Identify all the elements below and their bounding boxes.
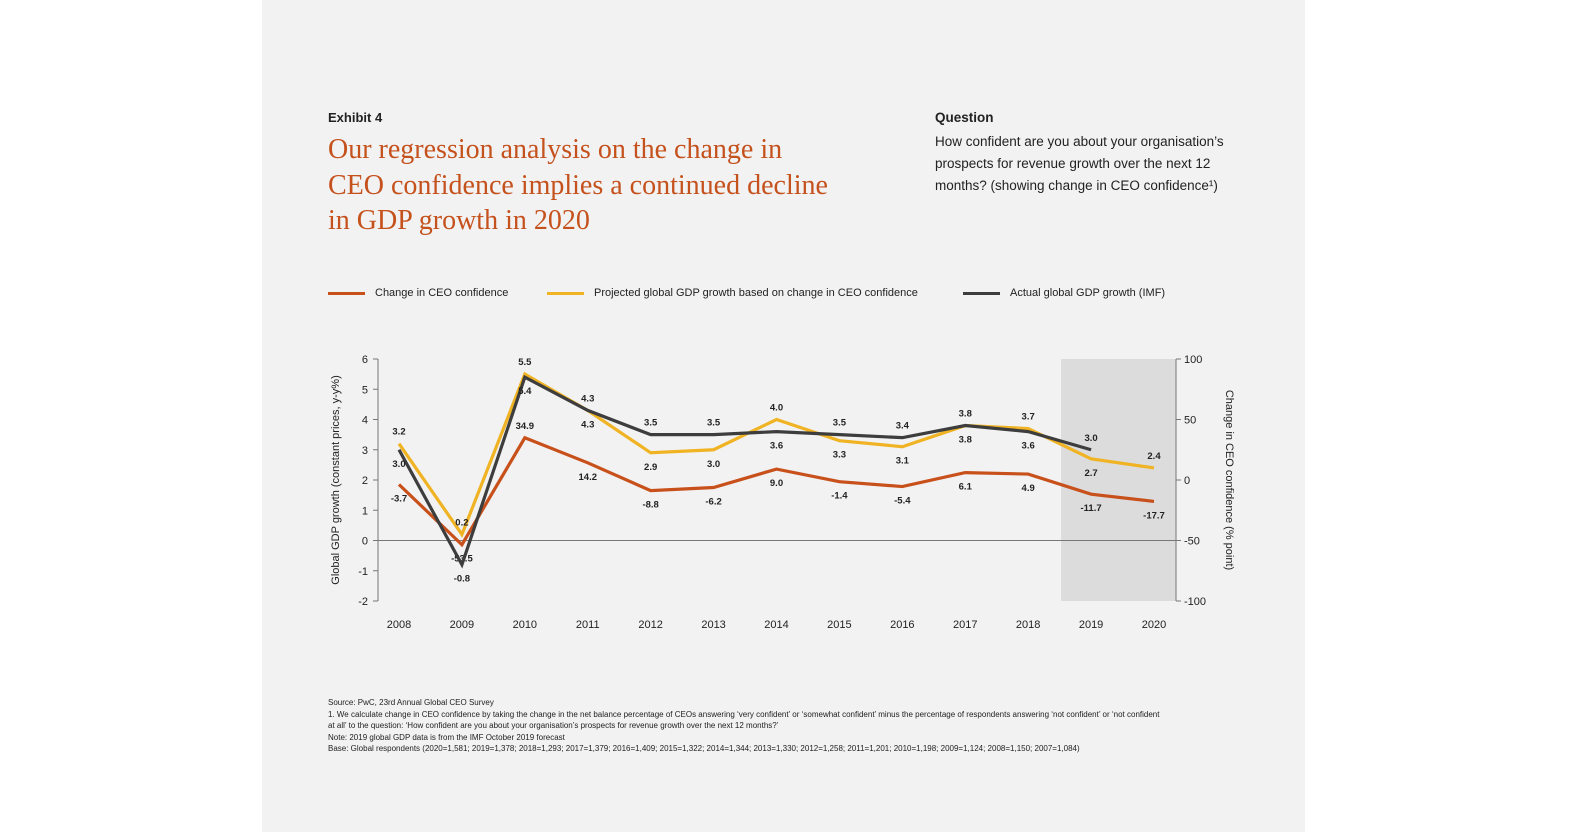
x-tick-label: 2017 bbox=[953, 619, 977, 631]
data-label-ceo: -6.2 bbox=[705, 497, 721, 508]
data-label-actual: 3.0 bbox=[392, 459, 405, 470]
data-label-actual: 4.3 bbox=[581, 393, 594, 404]
page-title: Our regression analysis on the change in… bbox=[328, 134, 828, 236]
data-label-projected: 2.7 bbox=[1084, 468, 1097, 479]
y-axis-title: Global GDP growth (constant prices, y-y%… bbox=[330, 375, 342, 584]
data-label-projected: 2.9 bbox=[644, 462, 657, 473]
data-label-projected: 3.2 bbox=[392, 427, 405, 438]
data-label-ceo: 34.9 bbox=[516, 421, 535, 432]
legend-item-ceo: Change in CEO confidence bbox=[328, 287, 508, 299]
data-label-actual: -0.8 bbox=[454, 574, 470, 585]
x-tick-label: 2015 bbox=[827, 619, 851, 631]
legend-item-projected: Projected global GDP growth based on cha… bbox=[547, 287, 918, 299]
legend-swatch-actual bbox=[963, 291, 1000, 295]
x-tick-label: 2020 bbox=[1142, 619, 1166, 631]
base-note: Base: Global respondents (2020=1,581; 20… bbox=[328, 744, 1080, 753]
y-tick-label: 3 bbox=[362, 445, 368, 457]
x-tick-label: 2011 bbox=[576, 619, 600, 631]
data-label-projected: 5.5 bbox=[518, 357, 532, 368]
data-label-ceo: -1.4 bbox=[831, 491, 848, 502]
series-line-ceo bbox=[397, 435, 1155, 548]
data-label-ceo: 6.1 bbox=[959, 482, 973, 493]
data-label-ceo: 14.2 bbox=[579, 472, 598, 483]
series-line-projected bbox=[397, 371, 1155, 538]
data-label-projected: 3.3 bbox=[833, 450, 846, 461]
data-label-ceo: -11.7 bbox=[1081, 503, 1102, 514]
data-label-actual: 3.4 bbox=[896, 421, 910, 432]
data-label-projected: 4.3 bbox=[581, 419, 594, 430]
y-tick-label: 0 bbox=[362, 536, 368, 548]
data-label-actual: 3.6 bbox=[770, 441, 783, 452]
x-tick-label: 2009 bbox=[450, 619, 474, 631]
y-tick-label: 4 bbox=[362, 415, 368, 427]
data-label-actual: 3.6 bbox=[1022, 441, 1035, 452]
gdp-note: Note: 2019 global GDP data is from the I… bbox=[328, 732, 565, 742]
data-label-projected: 3.7 bbox=[1022, 412, 1035, 423]
y-tick-label: 5 bbox=[362, 384, 368, 396]
data-label-ceo: 4.9 bbox=[1022, 483, 1035, 494]
data-label-actual: 5.4 bbox=[518, 386, 532, 397]
y-tick-label: 6 bbox=[362, 354, 368, 366]
data-label-ceo: -3.7 bbox=[391, 493, 407, 504]
legend-label: Change in CEO confidence bbox=[375, 287, 509, 299]
data-label-actual: 3.5 bbox=[833, 418, 847, 429]
data-label-projected: 3.0 bbox=[707, 459, 720, 470]
data-label-projected: 2.4 bbox=[1147, 451, 1161, 462]
data-label-projected: 3.8 bbox=[959, 435, 972, 446]
legend-label: Projected global GDP growth based on cha… bbox=[594, 287, 918, 299]
y-tick-label: 2 bbox=[362, 475, 368, 487]
x-tick-label: 2013 bbox=[701, 619, 725, 631]
data-label-ceo: -8.8 bbox=[642, 500, 658, 511]
x-tick-label: 2008 bbox=[387, 619, 411, 631]
y2-tick-label: -50 bbox=[1184, 536, 1200, 548]
data-label-ceo: 9.0 bbox=[770, 478, 783, 489]
x-tick-label: 2018 bbox=[1016, 619, 1040, 631]
x-tick-label: 2019 bbox=[1079, 619, 1103, 631]
y2-tick-label: 50 bbox=[1184, 415, 1196, 427]
data-label-projected: 3.1 bbox=[896, 456, 910, 467]
data-label-actual: 3.5 bbox=[707, 418, 721, 429]
y2-tick-label: 0 bbox=[1184, 475, 1190, 487]
data-label-ceo: -5.4 bbox=[894, 496, 911, 507]
y-tick-label: 1 bbox=[362, 505, 368, 517]
exhibit-label: Exhibit 4 bbox=[328, 110, 383, 125]
data-label-ceo: -17.7 bbox=[1143, 510, 1165, 521]
question-text: How confident are you about your organis… bbox=[935, 134, 1224, 193]
footnote-1: 1. We calculate change in CEO confidence… bbox=[328, 709, 1160, 731]
x-tick-label: 2010 bbox=[513, 619, 537, 631]
data-label-projected: 0.2 bbox=[455, 517, 468, 528]
footnotes: Source: PwC, 23rd Annual Global CEO Surv… bbox=[328, 697, 1168, 755]
y-tick-label: -1 bbox=[358, 566, 368, 578]
legend-swatch-projected bbox=[547, 291, 584, 295]
data-label-actual: 3.8 bbox=[959, 409, 972, 420]
x-tick-label: 2016 bbox=[890, 619, 914, 631]
data-label-actual: 3.5 bbox=[644, 418, 658, 429]
data-label-projected: 4.0 bbox=[770, 403, 783, 414]
forecast-band bbox=[1061, 359, 1176, 601]
y2-tick-label: -100 bbox=[1184, 596, 1206, 608]
question-label: Question bbox=[935, 110, 994, 125]
legend-item-actual: Actual global GDP growth (IMF) bbox=[963, 287, 1165, 299]
source-note: Source: PwC, 23rd Annual Global CEO Surv… bbox=[328, 698, 494, 707]
legend-label: Actual global GDP growth (IMF) bbox=[1010, 287, 1166, 299]
x-tick-label: 2012 bbox=[638, 619, 662, 631]
y-tick-label: -2 bbox=[358, 596, 368, 608]
y2-tick-label: 100 bbox=[1184, 354, 1202, 366]
series-line-actual bbox=[397, 374, 1092, 569]
y2-axis-title: Change in CEO confidence (% point) bbox=[1223, 390, 1235, 570]
x-tick-label: 2014 bbox=[764, 619, 788, 631]
legend-swatch-ceo bbox=[328, 291, 365, 295]
data-label-actual: 3.0 bbox=[1084, 433, 1097, 444]
